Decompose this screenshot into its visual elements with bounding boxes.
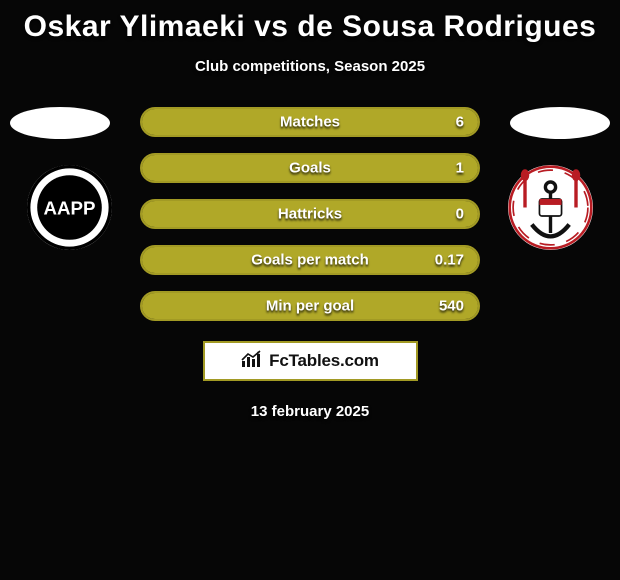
stat-fill-right xyxy=(142,155,478,181)
stat-row: Matches6 xyxy=(140,107,480,137)
svg-text:AAPP: AAPP xyxy=(44,197,96,218)
stat-row: Min per goal540 xyxy=(140,291,480,321)
page-subtitle: Club competitions, Season 2025 xyxy=(195,58,425,75)
page-title: Oskar Ylimaeki vs de Sousa Rodrigues xyxy=(24,10,597,44)
player-ellipse-right xyxy=(510,107,610,139)
stat-fill-right xyxy=(142,201,478,227)
brand-box[interactable]: FcTables.com xyxy=(203,341,418,381)
stat-rows: Matches6 Goals1 Hattricks0 Goals per match0… xyxy=(140,107,480,321)
stat-fill-right xyxy=(142,293,478,319)
stat-fill-right xyxy=(142,109,478,135)
club-crest-left-icon: AAPP xyxy=(27,165,112,250)
chart-icon xyxy=(241,350,263,373)
club-crest-right-icon xyxy=(508,165,593,250)
stat-row: Goals per match0.17 xyxy=(140,245,480,275)
stat-row: Goals1 xyxy=(140,153,480,183)
stats-area: AAPP xyxy=(0,107,620,321)
stat-row: Hattricks0 xyxy=(140,199,480,229)
date-text: 13 february 2025 xyxy=(251,403,369,420)
player-ellipse-left xyxy=(10,107,110,139)
comparison-card: Oskar Ylimaeki vs de Sousa Rodrigues Clu… xyxy=(0,0,620,580)
club-logo-right xyxy=(508,165,593,250)
club-logo-left: AAPP xyxy=(27,165,112,250)
brand-text: FcTables.com xyxy=(269,351,379,371)
stat-fill-right xyxy=(142,247,478,273)
